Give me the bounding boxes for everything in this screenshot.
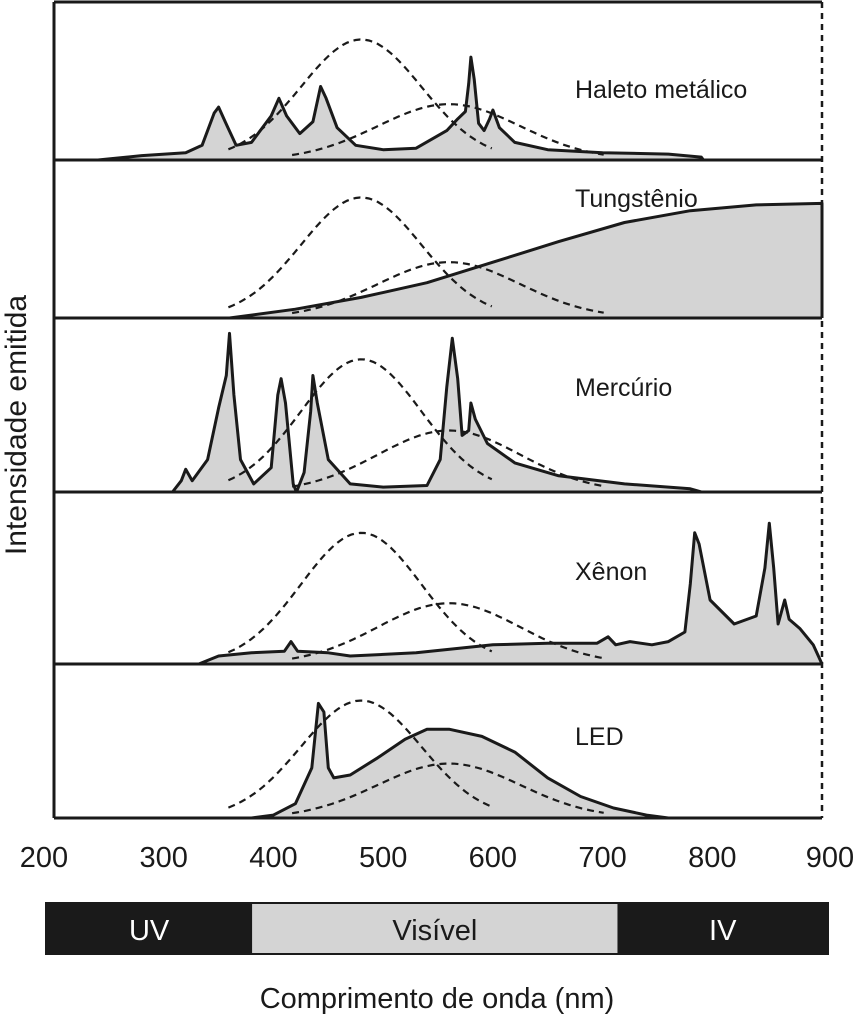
x-tick-labels: 200 300 400 500 600 700 800 900 <box>20 842 854 874</box>
x-tick-900: 900 <box>806 842 854 874</box>
band-label-iv: IV <box>709 915 737 947</box>
band-label-visivel: Visível <box>392 915 477 947</box>
x-tick-500: 500 <box>359 842 407 874</box>
spectrum-fill-tungstenio <box>229 203 822 318</box>
x-tick-600: 600 <box>469 842 517 874</box>
spectrum-fill-mercurio <box>172 333 702 492</box>
panel-label-tungstenio: Tungstênio <box>575 185 698 213</box>
panel-label-haleto: Haleto metálico <box>575 76 747 104</box>
reference-curve-2-led <box>291 762 604 815</box>
x-tick-400: 400 <box>249 842 297 874</box>
x-tick-200: 200 <box>20 842 68 874</box>
y-axis-label: Intensidade emitida <box>0 295 33 555</box>
panel-tungstenio: Tungstênio <box>227 185 824 320</box>
spectrum-fill-xenon <box>198 523 823 664</box>
reference-curve-1-xenon <box>227 531 493 654</box>
x-axis-label: Comprimento de onda (nm) <box>260 983 615 1015</box>
spectral-band-bar: UV Visível IV <box>45 902 829 955</box>
spectrum-line-mercurio <box>171 331 702 494</box>
reference-curve-2-mercurio <box>291 429 604 488</box>
x-tick-800: 800 <box>688 842 736 874</box>
spectrum-line-haleto <box>97 55 705 162</box>
band-bar-outline <box>45 902 829 955</box>
band-visivel <box>252 903 618 954</box>
reference-curve-1-haleto <box>227 38 493 151</box>
panel-mercurio: Mercúrio <box>171 331 702 494</box>
x-tick-700: 700 <box>578 842 626 874</box>
reference-curve-2-haleto <box>291 103 604 157</box>
reference-curve-1-mercurio <box>227 358 493 482</box>
panels-group: Haleto metálico Tungstênio Mercúrio Xênon LE… <box>97 38 824 820</box>
reference-curve-1-tungstenio <box>227 196 493 309</box>
panel-led: LED <box>227 699 669 820</box>
reference-curve-2-xenon <box>291 602 604 660</box>
spectrum-fill-haleto <box>97 57 704 160</box>
panel-haleto: Haleto metálico <box>97 38 747 162</box>
panel-label-xenon: Xênon <box>575 558 647 586</box>
x-tick-300: 300 <box>140 842 188 874</box>
reference-curve-2-tungstenio <box>291 261 604 315</box>
spectrum-fill-led <box>251 703 669 818</box>
band-iv <box>617 903 828 954</box>
spectrum-line-xenon <box>198 521 824 666</box>
reference-curve-1-led <box>227 699 493 809</box>
panel-label-mercurio: Mercúrio <box>575 374 672 402</box>
band-label-uv: UV <box>129 915 170 947</box>
band-uv <box>46 903 253 954</box>
panel-xenon: Xênon <box>198 521 824 666</box>
spectrum-line-led <box>251 701 669 820</box>
plot-frame <box>52 0 824 820</box>
panel-label-led: LED <box>575 723 624 751</box>
